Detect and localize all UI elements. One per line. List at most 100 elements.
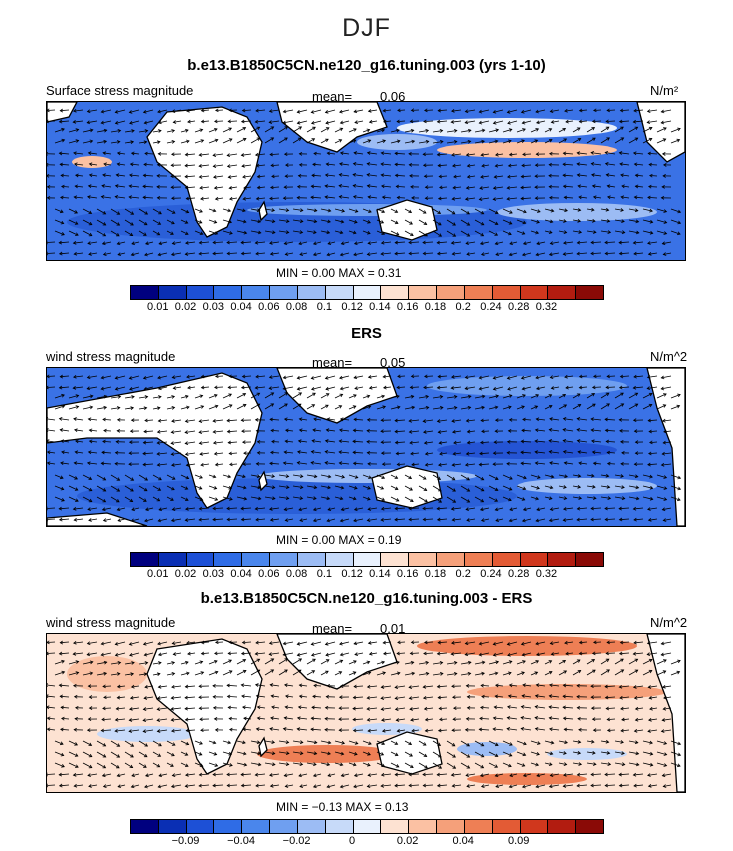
wind-vector-head bbox=[465, 418, 470, 423]
wind-vector-head bbox=[508, 487, 513, 491]
wind-vector-head bbox=[396, 671, 401, 676]
wind-vector-head bbox=[647, 251, 652, 256]
wind-vector bbox=[227, 518, 238, 520]
wind-vector bbox=[522, 652, 532, 656]
wind-vector-head bbox=[452, 222, 456, 226]
wind-vector-head bbox=[480, 487, 485, 492]
wind-vector bbox=[586, 669, 596, 676]
wind-vector bbox=[635, 707, 644, 710]
wind-vector-head bbox=[506, 450, 510, 455]
wind-vector-head bbox=[59, 108, 64, 113]
wind-vector-head bbox=[200, 640, 205, 645]
wind-vector bbox=[502, 230, 512, 235]
wind-vector-head bbox=[353, 507, 358, 512]
wind-vector-head bbox=[271, 762, 276, 767]
wind-vector bbox=[418, 396, 429, 399]
wind-vector-head bbox=[537, 741, 541, 745]
wind-vector bbox=[264, 474, 275, 477]
wind-vector-head bbox=[240, 506, 244, 511]
colorbar-swatch bbox=[270, 820, 298, 833]
wind-vector bbox=[292, 403, 302, 410]
wind-vector-head bbox=[621, 184, 625, 189]
wind-vector-head bbox=[184, 486, 189, 490]
wind-vector bbox=[642, 474, 653, 478]
wind-vector-head bbox=[327, 751, 331, 756]
wind-vector-head bbox=[144, 518, 148, 523]
wind-vector-head bbox=[129, 121, 133, 125]
wind-vector bbox=[369, 120, 378, 123]
wind-vector-head bbox=[606, 751, 611, 755]
wind-vector-head bbox=[298, 694, 303, 699]
wind-vector bbox=[516, 140, 525, 144]
wind-vector bbox=[481, 518, 490, 521]
wind-vector bbox=[278, 219, 289, 222]
wind-vector-head bbox=[632, 418, 637, 423]
wind-vector bbox=[47, 717, 56, 720]
wind-vector bbox=[87, 507, 98, 510]
wind-vector bbox=[367, 152, 378, 155]
wind-vector bbox=[87, 462, 98, 465]
wind-vector bbox=[418, 141, 429, 144]
wind-vector bbox=[152, 208, 162, 215]
panel-1-map bbox=[46, 101, 686, 261]
wind-vector-head bbox=[144, 743, 149, 747]
wind-vector-head bbox=[214, 231, 219, 235]
wind-vector-head bbox=[226, 153, 231, 157]
wind-vector-head bbox=[395, 498, 400, 502]
wind-vector bbox=[619, 152, 630, 155]
wind-vector bbox=[376, 672, 386, 676]
wind-vector-head bbox=[649, 751, 654, 756]
wind-vector-head bbox=[605, 173, 610, 177]
wind-vector-head bbox=[479, 507, 484, 512]
wind-vector bbox=[479, 109, 490, 113]
wind-vector-head bbox=[621, 751, 625, 755]
wind-vector-head bbox=[240, 153, 245, 157]
wind-vector-head bbox=[117, 252, 122, 256]
wind-vector-head bbox=[381, 741, 386, 745]
wind-vector-head bbox=[481, 139, 485, 144]
wind-vector bbox=[152, 673, 160, 676]
wind-vector-head bbox=[47, 374, 50, 379]
wind-vector-head bbox=[324, 110, 329, 114]
wind-vector-head bbox=[339, 652, 344, 657]
wind-vector bbox=[474, 485, 484, 492]
wind-vector bbox=[325, 185, 336, 188]
wind-vector-head bbox=[214, 394, 218, 398]
wind-vector-head bbox=[240, 517, 245, 522]
wind-vector-head bbox=[212, 240, 216, 245]
wind-vector-head bbox=[466, 706, 471, 710]
field-band bbox=[67, 656, 147, 692]
wind-vector bbox=[306, 496, 317, 499]
wind-vector bbox=[381, 685, 392, 688]
wind-vector-head bbox=[242, 137, 247, 142]
wind-vector-head bbox=[257, 230, 262, 235]
wind-vector-head bbox=[158, 129, 162, 133]
colorbar-swatch bbox=[576, 286, 604, 299]
colorbar-tick-label: 0.06 bbox=[258, 301, 280, 313]
wind-vector-head bbox=[438, 440, 443, 445]
wind-vector-head bbox=[327, 208, 332, 213]
wind-vector-head bbox=[662, 684, 666, 689]
wind-vector bbox=[257, 706, 266, 709]
madagascar bbox=[258, 736, 268, 758]
wind-vector bbox=[362, 671, 371, 676]
wind-vector-head bbox=[366, 762, 371, 767]
wind-vector bbox=[502, 219, 512, 225]
wind-vector-head bbox=[467, 660, 472, 665]
wind-vector bbox=[102, 174, 112, 177]
wind-vector bbox=[614, 496, 625, 499]
wind-vector-head bbox=[507, 653, 511, 657]
wind-vector bbox=[439, 441, 448, 444]
wind-vector-head bbox=[591, 385, 596, 390]
wind-vector bbox=[180, 661, 189, 665]
wind-vector bbox=[488, 762, 498, 768]
wind-vector-head bbox=[72, 506, 77, 511]
wind-vector bbox=[320, 485, 331, 489]
wind-vector bbox=[418, 407, 429, 410]
wind-vector-head bbox=[394, 707, 399, 711]
wind-vector-head bbox=[269, 507, 273, 511]
wind-vector bbox=[465, 375, 476, 378]
wind-vector-head bbox=[171, 463, 175, 467]
wind-vector-head bbox=[409, 440, 413, 445]
wind-vector-head bbox=[242, 669, 247, 674]
